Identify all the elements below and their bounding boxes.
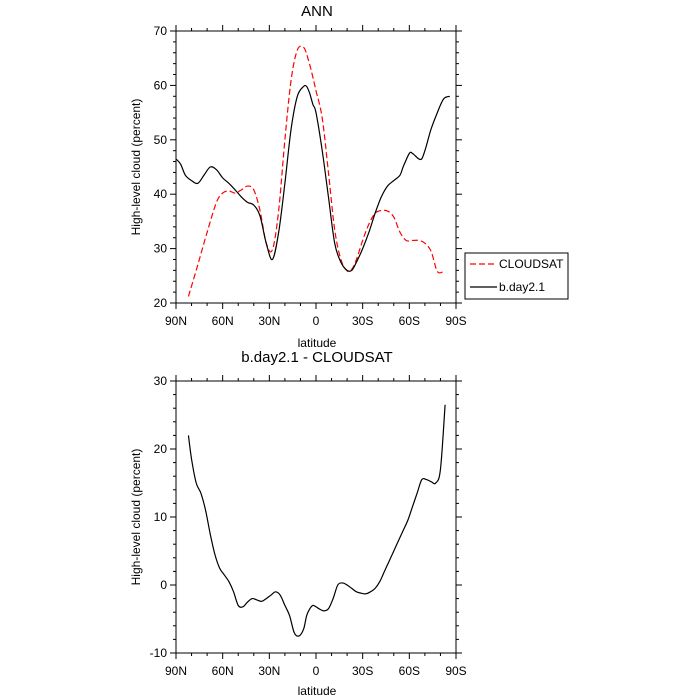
x-tick-label: 90S <box>445 664 466 678</box>
series-line-difference <box>187 404 446 637</box>
y-axis-label: High-level cloud (percent) <box>129 449 143 586</box>
chart-title: ANN <box>301 3 333 20</box>
x-axis-label: latitude <box>298 684 337 698</box>
series-line-b-day2-1 <box>176 84 451 272</box>
x-tick-label: 30N <box>258 664 280 678</box>
x-tick-label: 60N <box>212 314 234 328</box>
plot-area: 90N 60N 30N 0 30S 60S 90S -10 0 10 20 30 <box>150 374 467 678</box>
y-tick-label: 50 <box>154 133 168 147</box>
y-tick-label: 30 <box>154 242 168 256</box>
panel-difference: b.day2.1 - CLOUDSAT High-level cloud (pe… <box>129 349 467 698</box>
plot-frame <box>175 380 457 654</box>
legend-box <box>464 252 569 300</box>
y-tick-label: 10 <box>154 510 168 524</box>
plot-area: 90N 60N 30N 0 30S 60S 90S 20 30 40 50 60 70 <box>154 24 467 328</box>
x-tick-label: 90S <box>445 314 466 328</box>
plot-frame <box>175 30 457 304</box>
x-tick-label: 30S <box>352 314 373 328</box>
y-axis-label: High-level cloud (percent) <box>129 99 143 236</box>
x-tick-label: 30N <box>258 314 280 328</box>
series-line-cloudsat <box>187 45 444 297</box>
x-tick-label: 0 <box>313 664 320 678</box>
x-axis-label: latitude <box>298 336 337 350</box>
x-tick-label: 60S <box>399 664 420 678</box>
legend: CLOUDSAT b.day2.1 <box>464 252 569 300</box>
y-tick-label: 60 <box>154 78 168 92</box>
y-tick-label: 40 <box>154 187 168 201</box>
y-tick-label: 30 <box>154 374 168 388</box>
y-tick-label: 20 <box>154 442 168 456</box>
x-tick-label: 60S <box>399 314 420 328</box>
x-tick-label: 90N <box>165 664 187 678</box>
x-tick-label: 60N <box>212 664 234 678</box>
chart-title: b.day2.1 - CLOUDSAT <box>241 349 392 366</box>
y-tick-label: 0 <box>160 578 167 592</box>
x-tick-label: 0 <box>313 314 320 328</box>
legend-label-cloudsat: CLOUDSAT <box>499 257 564 271</box>
y-tick-label: -10 <box>150 646 168 660</box>
x-tick-label: 90N <box>165 314 187 328</box>
panel-ann: ANN High-level cloud (percent) latitude … <box>129 3 569 350</box>
x-tick-label: 30S <box>352 664 373 678</box>
y-tick-label: 70 <box>154 24 168 38</box>
legend-label-bday: b.day2.1 <box>499 280 545 294</box>
y-tick-label: 20 <box>154 296 168 310</box>
